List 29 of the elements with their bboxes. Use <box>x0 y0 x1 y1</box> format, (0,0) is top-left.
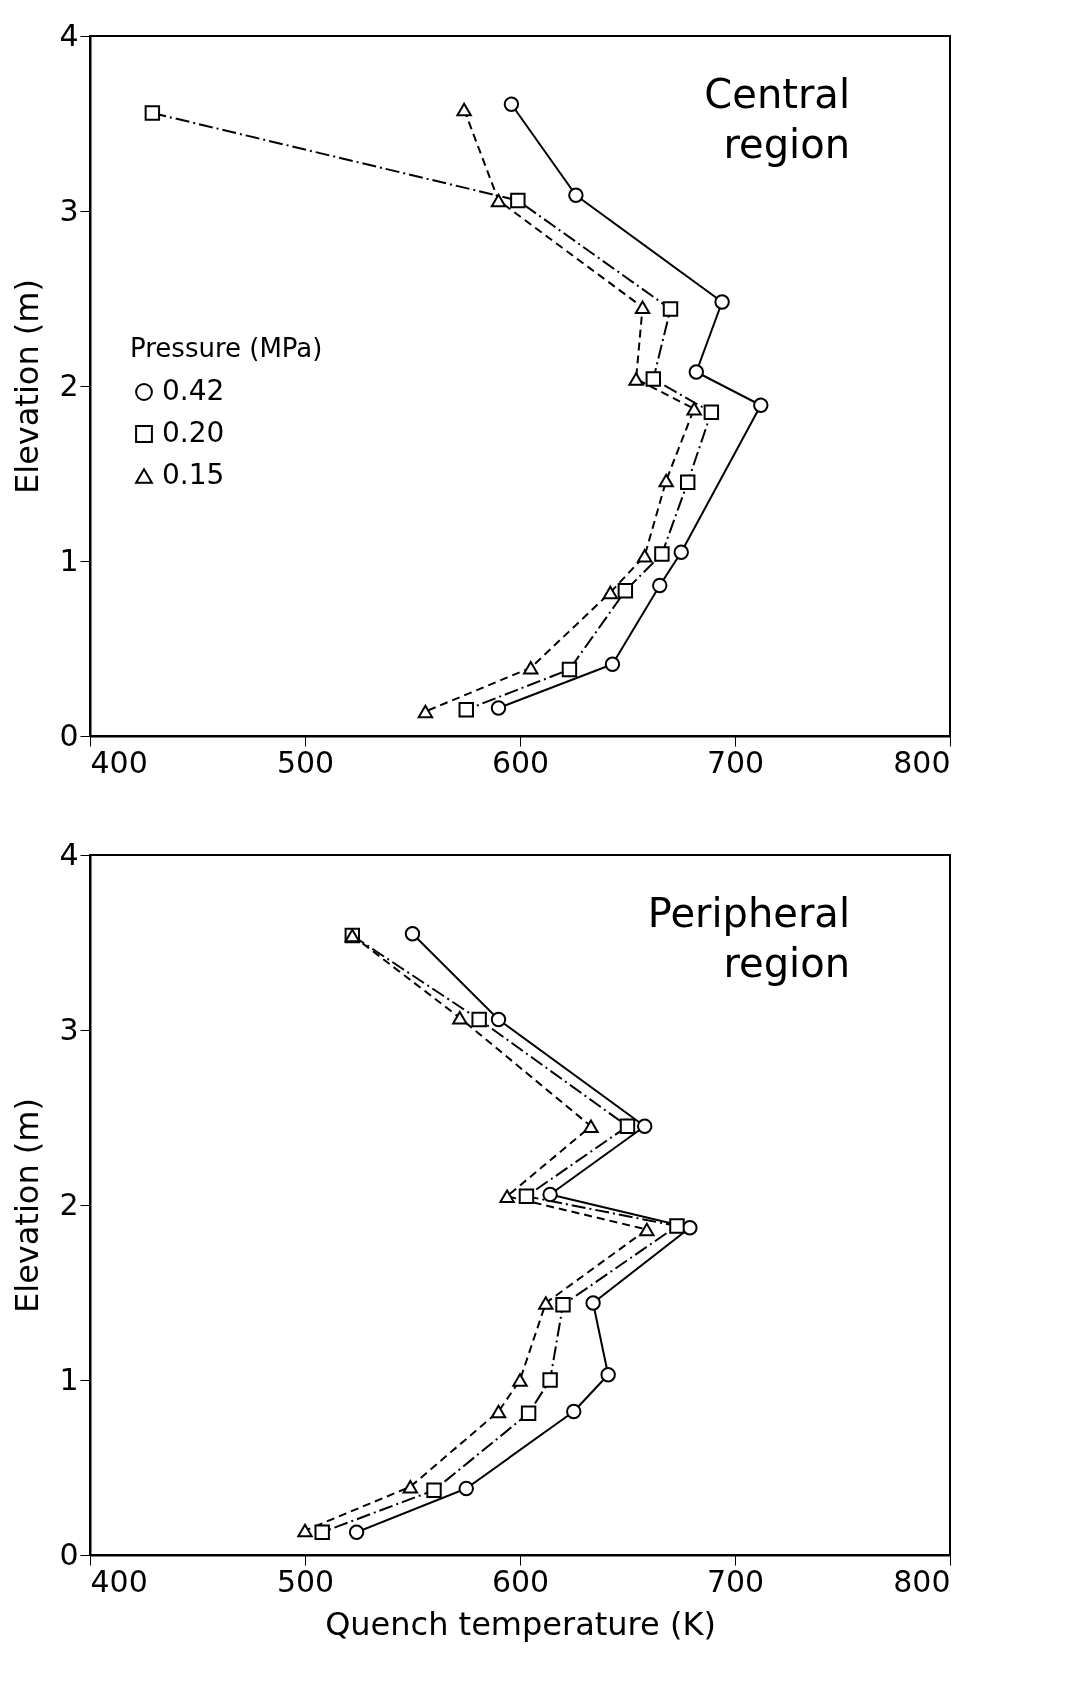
y-tick-label: 2 <box>59 1186 79 1222</box>
y-tick-label: 2 <box>59 367 79 403</box>
y-tick-label: 1 <box>59 1361 79 1397</box>
annotation: Peripheral region <box>647 890 850 986</box>
x-tick-label: 400 <box>90 744 148 780</box>
x-axis-title: Quench temperature (K) <box>325 1604 716 1643</box>
y-tick-label: 3 <box>59 192 79 228</box>
y-tick-label: 0 <box>59 717 79 753</box>
legend-label: 0.42 <box>162 374 225 407</box>
x-tick-label: 700 <box>706 744 765 780</box>
legend-label: 0.20 <box>162 416 225 449</box>
x-tick-label: 600 <box>491 1563 550 1599</box>
y-tick-label: 4 <box>59 836 79 872</box>
x-tick-label: 500 <box>276 1563 335 1599</box>
annotation: Central region <box>704 71 850 167</box>
y-tick-label: 3 <box>59 1011 79 1047</box>
y-axis-title: Elevation (m) <box>8 279 47 494</box>
x-tick-label: 800 <box>893 1563 951 1599</box>
x-tick-label: 600 <box>491 744 550 780</box>
x-tick-label: 500 <box>276 744 335 780</box>
legend-label: 0.15 <box>162 458 225 491</box>
x-tick-label: 400 <box>90 1563 148 1599</box>
legend-title: Pressure (MPa) <box>130 333 323 363</box>
x-tick-label: 700 <box>706 1563 765 1599</box>
y-tick-label: 1 <box>59 542 79 578</box>
y-tick-label: 4 <box>59 17 79 53</box>
y-tick-label: 0 <box>59 1536 79 1572</box>
y-axis-title: Elevation (m) <box>8 1098 47 1313</box>
x-tick-label: 800 <box>893 744 951 780</box>
